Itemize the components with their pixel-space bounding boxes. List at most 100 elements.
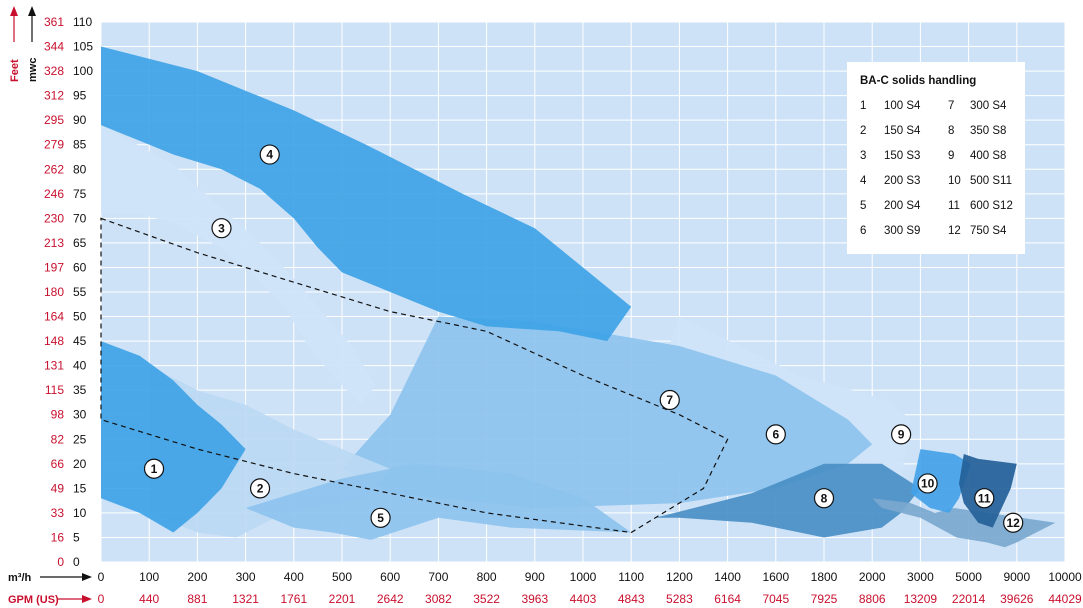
zone-5-label: 5 bbox=[377, 511, 384, 525]
y-tick-feet: 279 bbox=[44, 138, 64, 152]
legend-cell: 5 bbox=[860, 200, 866, 212]
x-tick-gpm: 1761 bbox=[280, 592, 307, 606]
x-tick-gpm: 39626 bbox=[1000, 592, 1034, 606]
y-tick-feet: 131 bbox=[44, 359, 64, 373]
zone-11-label: 11 bbox=[978, 491, 991, 505]
x-tick-m3h: 2000 bbox=[859, 570, 886, 584]
y-tick-mwc: 0 bbox=[73, 555, 80, 569]
legend-cell: 1 bbox=[860, 100, 866, 112]
y-tick-feet: 328 bbox=[44, 64, 64, 78]
y-tick-feet: 82 bbox=[51, 432, 65, 446]
y-tick-feet: 66 bbox=[51, 457, 65, 471]
y-tick-feet: 295 bbox=[44, 113, 64, 127]
zone-10-area bbox=[910, 449, 971, 513]
zone-8-label: 8 bbox=[821, 491, 828, 505]
legend-cell: 300 S9 bbox=[884, 225, 920, 237]
x-tick-m3h: 500 bbox=[332, 570, 352, 584]
zone-6-area bbox=[342, 316, 873, 508]
y-tick-feet: 33 bbox=[51, 506, 65, 520]
y-tick-feet: 98 bbox=[51, 408, 65, 422]
x-tick-m3h: 3000 bbox=[907, 570, 934, 584]
legend-cell: 300 S4 bbox=[970, 100, 1007, 112]
x-tick-gpm: 13209 bbox=[904, 592, 938, 606]
x-tick-m3h: 10000 bbox=[1048, 570, 1082, 584]
legend-cell: 600 S12 bbox=[970, 200, 1013, 212]
zone-4-area bbox=[101, 46, 632, 342]
x-tick-gpm: 8806 bbox=[859, 592, 886, 606]
legend-cell: 12 bbox=[948, 225, 961, 237]
y-tick-mwc: 70 bbox=[73, 211, 87, 225]
zone-5-marker bbox=[370, 507, 391, 528]
y-tick-mwc: 35 bbox=[73, 383, 87, 397]
zone-2-marker bbox=[249, 478, 271, 499]
dashed-boundary-zone-7 bbox=[100, 217, 729, 534]
x-tick-m3h: 1800 bbox=[811, 570, 838, 584]
x-tick-m3h: 9000 bbox=[1003, 570, 1030, 584]
x-tick-gpm: 3082 bbox=[425, 592, 452, 606]
y-tick-mwc: 65 bbox=[73, 236, 87, 250]
y-tick-feet: 213 bbox=[44, 236, 64, 250]
y-tick-feet: 148 bbox=[44, 334, 64, 348]
feet-axis-title: Feet bbox=[9, 59, 21, 82]
x-tick-gpm: 4843 bbox=[618, 592, 645, 606]
legend-cell: 350 S8 bbox=[970, 125, 1006, 137]
x-tick-gpm: 6164 bbox=[714, 592, 741, 606]
axis-ticks: 0510152025303540455055606570758085909510… bbox=[44, 15, 1082, 606]
legend-cell: 9 bbox=[948, 150, 954, 162]
x-tick-m3h: 1600 bbox=[762, 570, 789, 584]
x-tick-m3h: 5000 bbox=[955, 570, 982, 584]
legend-cell: 200 S3 bbox=[884, 175, 920, 187]
zone-7-outline bbox=[100, 217, 729, 534]
zone-9-label: 9 bbox=[898, 428, 905, 442]
y-tick-feet: 16 bbox=[51, 530, 65, 544]
zone-10-label: 10 bbox=[921, 477, 935, 491]
legend-cell: 8 bbox=[948, 125, 954, 137]
y-tick-feet: 164 bbox=[44, 310, 64, 324]
y-tick-mwc: 10 bbox=[73, 506, 87, 520]
y-tick-mwc: 20 bbox=[73, 457, 87, 471]
x-tick-gpm: 440 bbox=[139, 592, 159, 606]
legend-cell: 500 S11 bbox=[970, 175, 1012, 187]
feet-axis-arrowhead bbox=[10, 6, 18, 16]
y-tick-feet: 115 bbox=[45, 383, 64, 397]
x-tick-m3h: 1000 bbox=[570, 570, 597, 584]
y-tick-mwc: 40 bbox=[73, 359, 87, 373]
zone-labels: 9 6 2 5 3 4 1 8 12 10 11 7 bbox=[143, 144, 1024, 533]
x-tick-m3h: 900 bbox=[525, 570, 545, 584]
y-tick-feet: 180 bbox=[44, 285, 64, 299]
legend: BA-C solids handling 1 100 S4 7 300 S4 2 150 … bbox=[847, 62, 1025, 254]
x-tick-gpm: 5283 bbox=[666, 592, 693, 606]
x-tick-gpm: 2201 bbox=[329, 592, 356, 606]
legend-cell: 400 S8 bbox=[970, 150, 1006, 162]
x-tick-m3h: 700 bbox=[428, 570, 448, 584]
zone-3-marker bbox=[211, 218, 232, 239]
x-tick-m3h: 200 bbox=[187, 570, 207, 584]
y-tick-mwc: 15 bbox=[73, 481, 87, 495]
zone-3-area bbox=[101, 125, 376, 405]
legend-cell: 100 S4 bbox=[884, 100, 921, 112]
y-tick-feet: 361 bbox=[44, 15, 64, 29]
zone-8-marker bbox=[813, 488, 835, 509]
y-tick-mwc: 105 bbox=[73, 40, 93, 54]
zone-5-area bbox=[245, 463, 632, 540]
x-tick-gpm: 3522 bbox=[473, 592, 500, 606]
x-tick-m3h: 300 bbox=[236, 570, 256, 584]
y-tick-mwc: 80 bbox=[73, 162, 87, 176]
mwc-axis-title: mwc bbox=[27, 58, 39, 82]
x-tick-gpm: 7925 bbox=[811, 592, 838, 606]
zone-12-area bbox=[872, 498, 1056, 548]
legend-rows: 1 100 S4 7 300 S4 2 150 S4 8 350 S8 3 150 S3 9 400 … bbox=[860, 100, 1013, 237]
y-tick-feet: 49 bbox=[51, 481, 65, 495]
y-tick-feet: 197 bbox=[44, 260, 64, 274]
m3h-axis-title: m³/h bbox=[8, 572, 32, 584]
zone-1-marker bbox=[143, 458, 165, 479]
legend-cell: 10 bbox=[948, 175, 961, 187]
y-tick-feet: 246 bbox=[44, 187, 64, 201]
x-tick-gpm: 4403 bbox=[570, 592, 597, 606]
x-tick-gpm: 3963 bbox=[521, 592, 548, 606]
legend-cell: 11 bbox=[948, 200, 960, 212]
zone-1-label: 1 bbox=[151, 462, 158, 476]
x-tick-m3h: 400 bbox=[284, 570, 304, 584]
zones bbox=[101, 46, 1056, 548]
y-tick-feet: 230 bbox=[44, 211, 64, 225]
